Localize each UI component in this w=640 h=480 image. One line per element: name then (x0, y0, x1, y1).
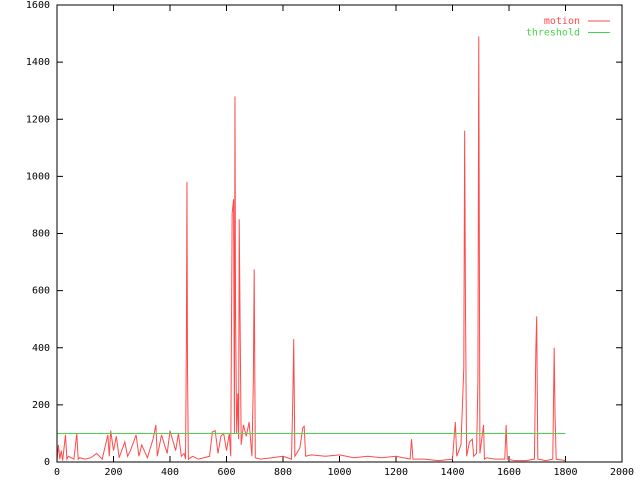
x-tick-label: 1600 (497, 467, 521, 478)
y-tick-label: 800 (32, 229, 50, 240)
y-tick-label: 200 (32, 400, 50, 411)
y-tick-label: 1200 (26, 114, 50, 125)
series-line (56, 36, 566, 462)
x-tick-label: 200 (104, 467, 122, 478)
x-tick-label: 1200 (384, 467, 408, 478)
y-tick-label: 1600 (26, 0, 50, 11)
x-tick-label: 1400 (440, 467, 464, 478)
y-tick-label: 1400 (26, 57, 50, 68)
legend-label: motion (544, 16, 580, 27)
y-tick-label: 0 (44, 457, 50, 468)
y-tick-label: 600 (32, 286, 50, 297)
legend-label: threshold (526, 28, 580, 39)
x-tick-label: 800 (274, 467, 292, 478)
y-tick-label: 400 (32, 343, 50, 354)
x-tick-label: 0 (54, 467, 60, 478)
x-tick-label: 600 (217, 467, 235, 478)
y-tick-label: 1000 (26, 171, 50, 182)
plot-border (56, 4, 623, 463)
x-tick-label: 1000 (327, 467, 351, 478)
x-tick-label: 2000 (610, 467, 634, 478)
x-tick-label: 1800 (553, 467, 577, 478)
x-tick-label: 400 (161, 467, 179, 478)
